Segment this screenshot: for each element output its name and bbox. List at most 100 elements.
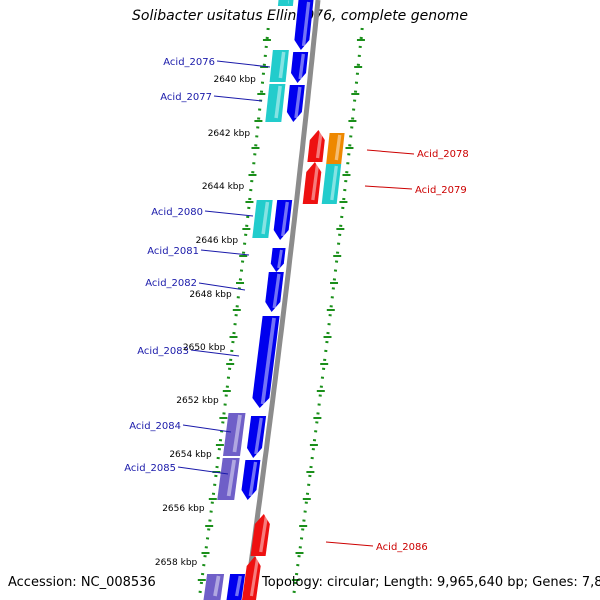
gene-features	[203, 0, 345, 600]
kbp-label: 2648 kbp	[189, 290, 232, 300]
gene-body	[321, 164, 342, 204]
gene-body	[302, 162, 322, 204]
gene-label: Acid_2076	[163, 57, 215, 68]
gene-shade	[261, 201, 270, 235]
gene-feature	[217, 458, 240, 500]
gene-feature	[291, 52, 309, 83]
dotted-tracks	[197, 27, 364, 599]
gene-shade	[277, 249, 283, 269]
leader-line	[216, 60, 271, 68]
leader-line	[364, 185, 413, 190]
gene-feature	[242, 556, 261, 600]
gene-body	[294, 0, 314, 50]
topology-label: Topology: circular; Length: 9,965,640 bp…	[262, 575, 600, 590]
leader-line	[325, 541, 374, 547]
gene-body	[291, 52, 309, 83]
leader-line	[200, 249, 250, 256]
gene-label: Acid_2082	[145, 278, 197, 289]
gene-body	[270, 248, 286, 272]
leader-line	[213, 95, 263, 102]
gene-feature	[294, 0, 314, 50]
gene-feature	[250, 514, 270, 556]
gene-labels: Acid_2076 Acid_2077 Acid_2078 Acid_2079 Acid…	[124, 57, 469, 553]
gene-label: Acid_2085	[124, 463, 176, 474]
gene-body	[252, 316, 280, 408]
leader-line	[204, 210, 254, 217]
gene-feature	[247, 416, 267, 458]
gene-shade	[259, 515, 269, 553]
gene-shade	[301, 1, 311, 47]
kbp-label: 2652 kbp	[176, 396, 219, 406]
gene-shade	[226, 459, 237, 497]
gene-body	[203, 574, 225, 600]
leader-line	[182, 424, 232, 433]
gene-shade	[334, 134, 342, 161]
gene-body	[277, 0, 294, 6]
gene-shade	[274, 85, 282, 119]
gene-shade	[213, 575, 221, 597]
label-leader-lines	[177, 60, 415, 547]
gene-shade	[248, 461, 258, 497]
gene-body	[265, 84, 286, 122]
gene-label: Acid_2080	[151, 207, 203, 218]
genome-backbone	[243, 0, 321, 600]
gene-body	[250, 514, 270, 556]
leader-line	[366, 149, 415, 155]
gene-feature	[252, 316, 280, 408]
gene-shade	[232, 414, 242, 453]
gene-feature	[252, 200, 273, 238]
gene-label: Acid_2086	[376, 542, 428, 553]
gene-body	[242, 556, 261, 600]
kbp-label: 2642 kbp	[208, 129, 251, 139]
gene-feature	[269, 50, 289, 82]
gene-shade	[315, 131, 323, 159]
gene-feature	[226, 574, 246, 600]
gene-shade	[272, 273, 281, 309]
gene-shade	[249, 557, 260, 597]
gene-feature	[265, 272, 284, 312]
gene-body	[241, 460, 261, 500]
gene-feature	[321, 164, 342, 204]
gene-shade	[235, 575, 242, 597]
gene-shade	[330, 165, 338, 201]
gene-shade	[298, 53, 305, 80]
gene-body	[307, 130, 325, 162]
kbp-label: 2644 kbp	[202, 182, 245, 192]
gene-feature	[307, 130, 325, 162]
forward-dotted-track	[197, 27, 270, 599]
gene-feature	[270, 248, 286, 272]
gene-feature	[273, 200, 293, 240]
gene-feature	[223, 413, 246, 456]
kbp-label: 2650 kbp	[183, 343, 226, 353]
gene-body	[247, 416, 267, 458]
gene-body	[265, 272, 284, 312]
leader-line	[177, 466, 229, 475]
gene-label: Acid_2081	[147, 246, 199, 257]
gene-feature	[277, 0, 294, 6]
kbp-label: 2640 kbp	[213, 75, 256, 85]
gene-shade	[254, 417, 263, 455]
gene-body	[217, 458, 240, 500]
gene-shade	[278, 51, 286, 79]
gene-shade	[311, 163, 320, 201]
gene-body	[226, 574, 246, 600]
kbp-label: 2646 kbp	[196, 236, 239, 246]
gene-body	[252, 200, 273, 238]
gene-feature	[241, 460, 261, 500]
gene-body	[223, 413, 246, 456]
kbp-label: 2656 kbp	[162, 504, 205, 514]
accession-label: Accession: NC_008536	[8, 575, 156, 590]
kbp-scale-labels: 2640 kbp 2642 kbp 2644 kbp 2646 kbp 2648 kbp…	[155, 75, 256, 568]
gene-body	[269, 50, 289, 82]
leader-line	[198, 282, 246, 291]
gene-label: Acid_2079	[415, 185, 467, 196]
gene-feature	[265, 84, 286, 122]
gene-shade	[294, 86, 302, 119]
gene-body	[273, 200, 293, 240]
gene-label: Acid_2083	[137, 346, 189, 357]
kbp-label: 2658 kbp	[155, 558, 198, 568]
gene-label: Acid_2077	[160, 92, 212, 103]
gene-body	[326, 133, 345, 164]
gene-shade	[281, 201, 289, 237]
